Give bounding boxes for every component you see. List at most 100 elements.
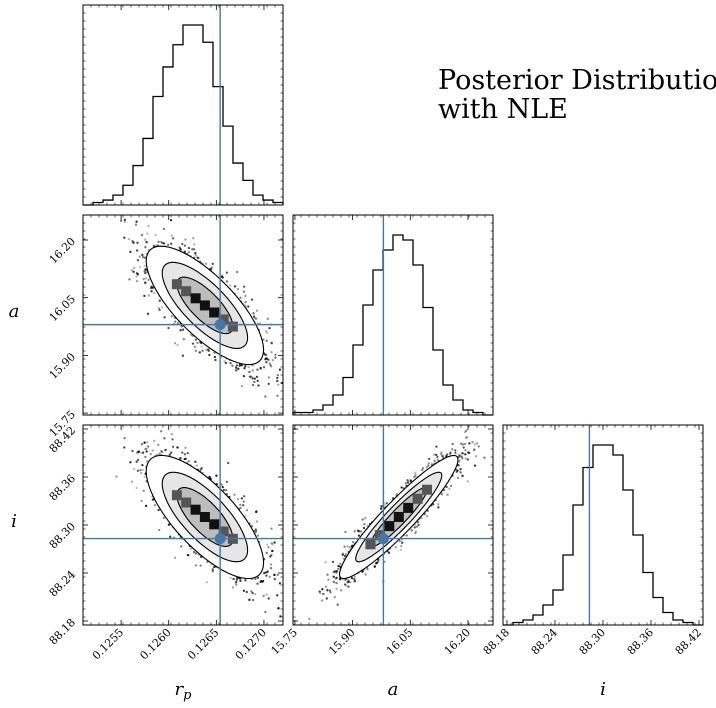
sample-point bbox=[123, 218, 127, 222]
sample-point bbox=[144, 238, 147, 241]
y-tick-label-a: 16.05 bbox=[47, 293, 78, 324]
sample-point bbox=[115, 475, 118, 478]
density-cell bbox=[227, 321, 238, 332]
sample-point bbox=[136, 259, 140, 262]
sample-point bbox=[277, 383, 280, 386]
sample-point bbox=[143, 270, 146, 273]
x-tick-label-i: 88.36 bbox=[625, 626, 656, 657]
sample-point bbox=[180, 325, 183, 328]
sample-point bbox=[135, 249, 139, 252]
sample-point bbox=[235, 583, 238, 586]
sample-point bbox=[269, 563, 273, 566]
sample-point bbox=[242, 500, 246, 503]
sample-point bbox=[196, 341, 199, 344]
sample-point bbox=[182, 338, 186, 341]
sample-point bbox=[266, 331, 269, 335]
sample-point bbox=[278, 368, 282, 371]
sample-point bbox=[244, 365, 247, 368]
sample-point bbox=[140, 471, 143, 475]
sample-point bbox=[147, 294, 151, 297]
sample-point bbox=[265, 339, 268, 342]
sample-point bbox=[143, 294, 146, 298]
sample-point bbox=[193, 345, 197, 348]
sample-point bbox=[204, 262, 208, 265]
sample-point bbox=[236, 270, 239, 274]
density-cell bbox=[181, 286, 192, 297]
sample-point bbox=[266, 357, 269, 361]
sample-point bbox=[187, 251, 190, 254]
sample-point bbox=[141, 255, 145, 259]
sample-point bbox=[174, 320, 177, 323]
sample-point bbox=[213, 351, 216, 354]
sample-point bbox=[276, 379, 279, 383]
truth-marker bbox=[214, 319, 226, 331]
x-tick-label-i: 88.18 bbox=[481, 626, 512, 657]
sample-point bbox=[221, 485, 224, 489]
sample-point bbox=[255, 375, 259, 379]
sample-point bbox=[250, 375, 253, 378]
density-cell bbox=[171, 279, 182, 290]
sample-point bbox=[173, 342, 177, 345]
minor-ticks bbox=[503, 425, 703, 625]
sample-point bbox=[176, 343, 179, 347]
sample-point bbox=[223, 360, 226, 363]
sample-point bbox=[267, 382, 270, 386]
sample-point bbox=[130, 480, 134, 483]
sample-point bbox=[208, 353, 211, 357]
sample-point bbox=[144, 455, 147, 459]
sample-point bbox=[213, 355, 217, 359]
sample-point bbox=[235, 364, 239, 367]
sample-point bbox=[151, 449, 154, 452]
sample-point bbox=[194, 564, 198, 567]
sample-point bbox=[250, 298, 254, 301]
sample-point bbox=[253, 380, 256, 384]
sample-point bbox=[139, 451, 142, 454]
sample-point bbox=[183, 250, 186, 253]
sample-point bbox=[143, 256, 147, 259]
sample-point bbox=[141, 463, 144, 467]
sample-point bbox=[268, 326, 271, 330]
sample-point bbox=[262, 366, 266, 369]
sample-point bbox=[247, 365, 250, 369]
sample-point bbox=[262, 338, 265, 341]
sample-point bbox=[265, 551, 268, 555]
sample-point bbox=[154, 233, 157, 237]
sample-point bbox=[181, 242, 184, 246]
sample-point bbox=[194, 349, 198, 353]
sample-point bbox=[256, 368, 259, 371]
sample-point bbox=[242, 290, 246, 293]
sample-point bbox=[268, 575, 271, 579]
sample-point bbox=[244, 301, 247, 304]
sample-point bbox=[163, 316, 166, 319]
sample-point bbox=[205, 581, 209, 584]
sample-point bbox=[144, 246, 147, 249]
sample-point bbox=[240, 384, 244, 388]
sample-point bbox=[278, 582, 282, 585]
sample-point bbox=[235, 369, 238, 372]
sample-point bbox=[167, 326, 170, 330]
sample-point bbox=[181, 354, 185, 357]
sample-point bbox=[270, 365, 273, 368]
sample-point bbox=[187, 460, 190, 463]
sample-point bbox=[136, 241, 139, 244]
sample-point bbox=[225, 271, 229, 274]
sample-point bbox=[147, 278, 150, 281]
sample-point bbox=[157, 508, 160, 512]
sample-point bbox=[231, 586, 235, 589]
sample-point bbox=[181, 328, 185, 331]
sample-point bbox=[270, 341, 273, 344]
sample-point bbox=[229, 284, 232, 287]
histogram-panel-a bbox=[292, 214, 494, 416]
sample-point bbox=[140, 443, 144, 446]
sample-point bbox=[123, 236, 126, 239]
sample-point bbox=[256, 379, 259, 382]
sample-point bbox=[191, 342, 195, 345]
sample-point bbox=[211, 262, 214, 266]
sample-point bbox=[158, 452, 161, 455]
sample-point bbox=[169, 219, 173, 222]
sample-point bbox=[273, 577, 276, 581]
sample-point bbox=[146, 312, 150, 315]
sample-point bbox=[179, 329, 182, 332]
sample-point bbox=[141, 468, 144, 472]
